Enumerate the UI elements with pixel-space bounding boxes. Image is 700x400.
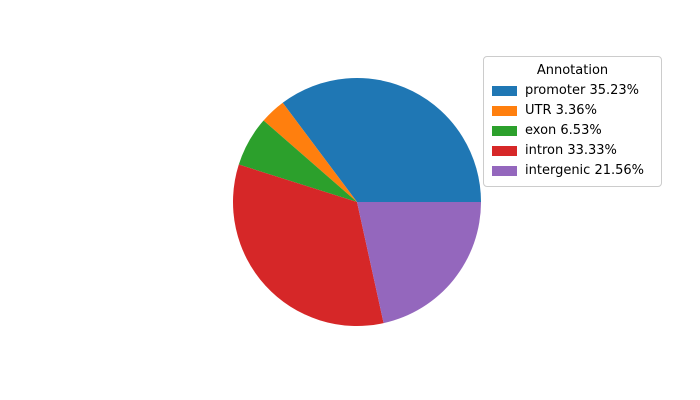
legend-title: Annotation — [536, 63, 609, 78]
legend-item-label: UTR 3.36% — [525, 103, 597, 118]
legend-item: exon 6.53% — [492, 121, 653, 141]
legend-box: Annotation promoter 35.23% UTR 3.36% exon … — [483, 56, 662, 187]
pie-slice-exon — [238, 120, 357, 202]
pie-slice-intergenic — [357, 202, 481, 324]
legend-swatch-icon — [492, 166, 517, 176]
legend-item-label: promoter 35.23% — [525, 83, 640, 98]
legend-swatch-icon — [492, 126, 517, 136]
legend-item: intergenic 21.56% — [492, 161, 653, 181]
legend-swatch-icon — [492, 146, 517, 156]
legend-item-label: exon 6.53% — [525, 123, 602, 138]
pie-slice-intron — [232, 164, 384, 326]
legend-item-label: intron 33.33% — [525, 143, 617, 158]
legend-item: UTR 3.36% — [492, 101, 653, 121]
legend-item: promoter 35.23% — [492, 81, 653, 101]
legend-item-label: intergenic 21.56% — [525, 163, 645, 178]
pie-slice-UTR — [263, 102, 357, 202]
pie-slice-promoter — [282, 77, 481, 202]
legend-entries: promoter 35.23% UTR 3.36% exon 6.53% intron… — [492, 81, 653, 181]
pie-slices-group — [232, 77, 481, 326]
legend-swatch-icon — [492, 106, 517, 116]
legend-swatch-icon — [492, 86, 517, 96]
legend-item: intron 33.33% — [492, 141, 653, 161]
